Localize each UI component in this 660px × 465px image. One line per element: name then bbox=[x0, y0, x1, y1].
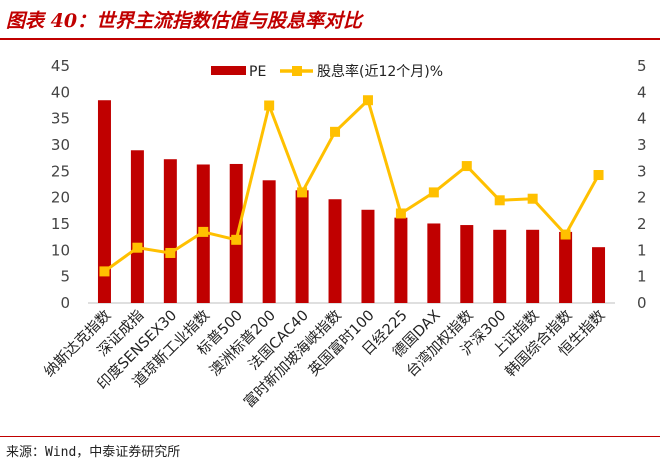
y-left-tick-label: 10 bbox=[51, 241, 70, 259]
point-dividend-yield bbox=[165, 247, 176, 258]
point-dividend-yield bbox=[264, 100, 275, 111]
y-right-tick-label: 2 bbox=[637, 189, 647, 207]
bar-pe bbox=[163, 159, 177, 303]
point-dividend-yield bbox=[593, 170, 604, 181]
point-dividend-yield bbox=[231, 234, 242, 245]
y-left-tick-label: 40 bbox=[51, 83, 70, 101]
figure-title: 图表 40：世界主流指数估值与股息率对比 bbox=[6, 10, 363, 32]
y-left-tick-label: 45 bbox=[51, 57, 70, 75]
point-dividend-yield bbox=[99, 266, 110, 277]
title-rule bbox=[0, 38, 660, 40]
y-left-tick-label: 0 bbox=[60, 294, 70, 312]
bar-pe bbox=[295, 190, 309, 303]
bar-pe bbox=[97, 100, 111, 303]
point-dividend-yield bbox=[395, 208, 406, 219]
y-right-tick-label: 3 bbox=[637, 162, 647, 180]
bar-pe bbox=[493, 229, 507, 303]
bar-pe bbox=[559, 231, 573, 303]
legend-line-marker bbox=[292, 66, 302, 76]
bar-pe bbox=[526, 229, 540, 303]
y-left-tick-label: 5 bbox=[60, 268, 70, 286]
y-right-tick-label: 4 bbox=[637, 110, 647, 128]
bar-pe bbox=[328, 199, 342, 303]
point-dividend-yield bbox=[428, 187, 439, 198]
figure-title-bar: 图表 40：世界主流指数估值与股息率对比 bbox=[0, 0, 660, 38]
bars-layer bbox=[97, 100, 606, 303]
source-note: 来源：Wind，中泰证券研究所 bbox=[6, 445, 181, 460]
point-dividend-yield bbox=[297, 187, 308, 198]
bar-pe bbox=[592, 247, 606, 303]
y-right-tick-label: 3 bbox=[637, 136, 647, 154]
bar-pe bbox=[262, 180, 276, 303]
labels-layer: 纳斯达克指数深证成指印度SENSEX30道琼斯工业指数标普500澳洲标普200法… bbox=[41, 306, 609, 411]
y-right-tick-label: 2 bbox=[637, 215, 647, 233]
y-right-tick-label: 5 bbox=[637, 57, 647, 75]
bar-pe bbox=[394, 217, 408, 303]
source-rule bbox=[0, 436, 660, 437]
y-right-tick-label: 4 bbox=[637, 83, 647, 101]
point-dividend-yield bbox=[198, 226, 209, 237]
point-dividend-yield bbox=[461, 161, 472, 172]
legend: PE 股息率(近12个月)% bbox=[211, 63, 443, 80]
point-dividend-yield bbox=[527, 193, 538, 204]
y-left-tick-label: 20 bbox=[51, 189, 70, 207]
y-right-tick-label: 1 bbox=[637, 268, 647, 286]
line-layer bbox=[99, 95, 604, 277]
y-left-tick-label: 35 bbox=[51, 110, 70, 128]
point-dividend-yield bbox=[494, 195, 505, 206]
point-dividend-yield bbox=[132, 242, 143, 253]
bar-pe bbox=[361, 209, 375, 303]
point-dividend-yield bbox=[362, 95, 373, 106]
y-left-tick-label: 30 bbox=[51, 136, 70, 154]
point-dividend-yield bbox=[330, 126, 341, 137]
legend-bar-label: PE bbox=[249, 64, 266, 80]
y-left-tick-label: 15 bbox=[51, 215, 70, 233]
legend-line-label: 股息率(近12个月)% bbox=[317, 63, 443, 80]
y-left-tick-label: 25 bbox=[51, 162, 70, 180]
bar-pe bbox=[130, 150, 144, 303]
line-dividend-yield bbox=[103, 98, 600, 273]
legend-bar-swatch bbox=[211, 66, 246, 75]
y-right-tick-label: 0 bbox=[637, 294, 647, 312]
bar-pe bbox=[229, 163, 243, 303]
bar-pe bbox=[460, 225, 474, 303]
bar-pe bbox=[427, 223, 441, 303]
point-dividend-yield bbox=[560, 229, 571, 240]
y-right-tick-label: 1 bbox=[637, 241, 647, 259]
